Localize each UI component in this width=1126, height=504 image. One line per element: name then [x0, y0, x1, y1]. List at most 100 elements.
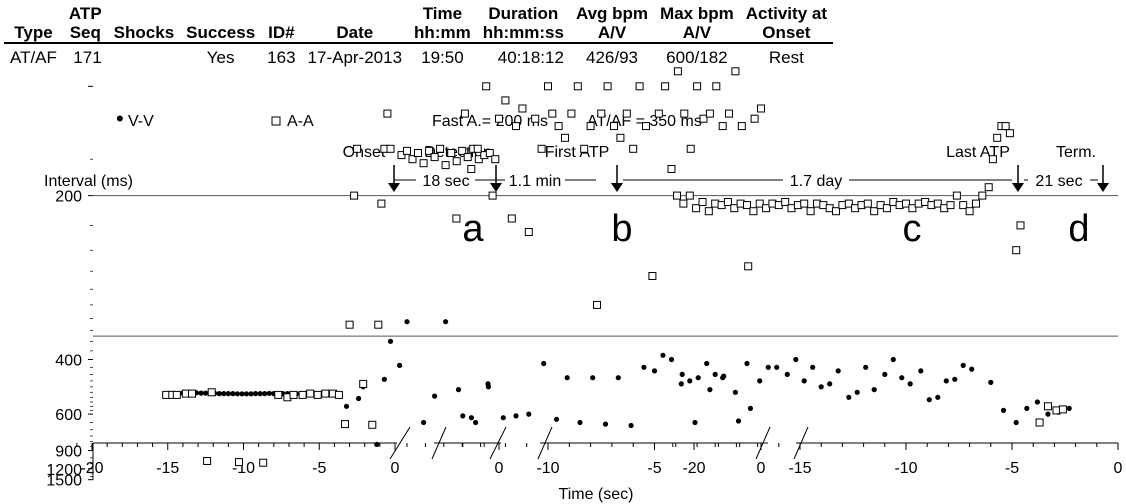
vv-point	[704, 360, 710, 367]
table-header-cell: Date	[301, 4, 409, 44]
x-tick-label: -10	[894, 460, 917, 477]
aa-point	[377, 199, 386, 208]
panel-letter-b: b	[611, 208, 632, 250]
aa-point	[597, 109, 606, 118]
aa-point	[474, 155, 483, 164]
first-atp-arrowhead-icon	[611, 183, 623, 192]
aa-point	[952, 191, 961, 200]
y-tick-label: 600	[55, 407, 82, 424]
vv-point	[343, 403, 350, 409]
aa-point	[1005, 129, 1014, 138]
vv-point	[692, 419, 698, 426]
event-onset-label: Onset	[343, 144, 386, 161]
term-arrowhead-icon	[1097, 183, 1109, 192]
aa-point	[274, 390, 283, 399]
vv-point	[926, 397, 932, 403]
panel-letter-c: c	[903, 208, 922, 250]
aa-point	[755, 199, 764, 208]
aa-point	[467, 165, 476, 173]
aa-point	[882, 204, 891, 213]
vv-point	[1013, 419, 1019, 426]
vv-point	[988, 379, 994, 385]
vv-point	[687, 378, 693, 384]
table-header-text: hh:mm	[414, 23, 471, 42]
vv-point	[230, 391, 236, 397]
aa-point	[988, 155, 997, 164]
aa-point	[374, 320, 383, 329]
aa-point	[806, 207, 815, 216]
vv-point	[695, 375, 701, 381]
aa-point	[414, 149, 422, 157]
aa-point	[870, 207, 879, 216]
legend-dot-icon: •	[116, 106, 124, 131]
y-tick-label: 900	[55, 444, 82, 461]
x-tick-label: 0	[757, 460, 766, 477]
aa-point	[298, 390, 307, 399]
x-tick-label: -10	[536, 460, 559, 477]
vv-point	[248, 391, 254, 397]
x-tick-label: -5	[647, 460, 661, 477]
aa-point	[965, 207, 974, 216]
aa-point	[491, 155, 500, 164]
vv-point	[513, 413, 519, 419]
table-header-text: Shocks	[113, 23, 175, 42]
aa-point	[902, 199, 910, 208]
table-header-row: Type ATP Seq Shocks Success ID# Date Time hh:mm D…	[4, 4, 833, 44]
episode-summary-table: Type ATP Seq Shocks Success ID# Date Time hh:mm D…	[4, 4, 833, 67]
aa-point	[386, 144, 395, 153]
vv-point	[969, 366, 975, 372]
vv-point	[485, 384, 491, 390]
table-header-text: hh:mm:ss	[482, 23, 564, 42]
aa-point	[430, 153, 439, 162]
gap-label-4: 21 sec	[1035, 173, 1082, 190]
vv-point	[918, 368, 924, 374]
event-last-atp-label: Last ATP	[946, 144, 1010, 161]
aa-point	[573, 82, 582, 91]
table-header-text: Avg bpm	[575, 4, 649, 23]
vv-point	[397, 362, 403, 368]
vv-point	[732, 389, 739, 395]
gap-label-1: 18 sec	[422, 173, 469, 190]
table-cell: 600/182	[666, 48, 728, 67]
vv-point	[1034, 399, 1040, 405]
table-header-cell: Shocks	[107, 4, 181, 44]
vv-point	[712, 371, 718, 377]
vv-point	[381, 376, 387, 382]
aa-point	[993, 133, 1002, 142]
aa-point	[712, 82, 721, 91]
table-header-text: Onset	[762, 23, 811, 42]
table-header-text: Time	[422, 4, 463, 23]
table-header-text: Date	[336, 23, 374, 42]
vv-point	[216, 391, 222, 397]
aa-point	[661, 82, 670, 91]
aa-point	[744, 262, 753, 271]
event-first-atp-label: First ATP	[545, 144, 610, 161]
onset-arrowhead-icon	[388, 183, 400, 192]
table-cell: 40:18:12	[497, 48, 564, 67]
x-tick-label: 0	[391, 460, 400, 477]
aa-point	[289, 390, 298, 399]
aa-point	[673, 191, 681, 200]
vv-point	[500, 415, 506, 421]
aa-point	[524, 228, 533, 236]
vv-point	[628, 422, 634, 429]
vv-point	[225, 391, 231, 397]
aa-point	[458, 146, 467, 155]
aa-point	[718, 122, 727, 131]
aa-point	[561, 133, 569, 142]
aa-point	[554, 122, 563, 131]
vv-point	[564, 375, 570, 381]
aa-point	[629, 144, 638, 153]
vv-point	[757, 378, 763, 384]
table-cell: AT/AF	[10, 48, 57, 67]
aa-point	[1044, 402, 1052, 411]
table-header-text: ATP	[68, 4, 102, 23]
vv-point	[577, 419, 583, 426]
vv-point	[473, 419, 479, 426]
table-header-text: Max bpm	[660, 4, 734, 23]
aa-point	[482, 82, 491, 91]
aa-point	[485, 149, 494, 157]
vv-point	[468, 415, 474, 421]
aa-point	[403, 146, 411, 155]
table-cell: 19:50	[421, 48, 464, 67]
